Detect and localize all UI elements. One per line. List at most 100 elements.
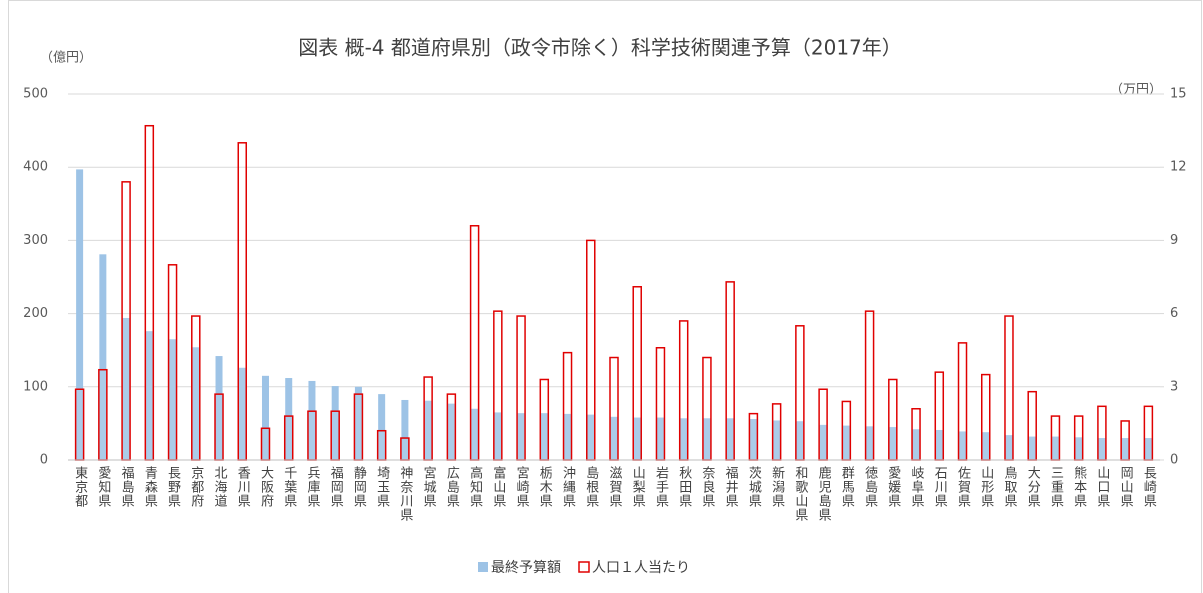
bar xyxy=(982,432,990,460)
bar-outline xyxy=(632,286,642,461)
bar xyxy=(285,378,293,460)
bar-outline xyxy=(98,368,108,461)
x-tick-label: 山形県 xyxy=(978,466,994,508)
bar xyxy=(1121,438,1129,460)
bar xyxy=(122,317,130,460)
x-tick-label: 和歌山県 xyxy=(792,466,808,522)
legend-label: 最終予算額 xyxy=(491,560,561,576)
bar xyxy=(261,375,269,460)
bar-outline xyxy=(191,315,201,461)
bar xyxy=(517,413,525,460)
y2-tick-label: 6 xyxy=(1170,306,1178,321)
x-tick-label: 兵庫県 xyxy=(304,466,320,508)
bar xyxy=(99,254,107,460)
bar-outline xyxy=(1097,405,1107,461)
y-tick-label: 300 xyxy=(23,233,48,248)
y-tick-label: 500 xyxy=(23,87,48,102)
bar xyxy=(1051,436,1059,460)
bar-outline xyxy=(493,310,503,461)
bar xyxy=(76,169,84,460)
bar xyxy=(935,429,943,460)
x-tick-label: 静岡県 xyxy=(351,466,367,508)
bar xyxy=(866,426,874,460)
legend-label: 人口１人当たり xyxy=(592,560,690,576)
bar-outline xyxy=(144,124,155,461)
bar xyxy=(796,421,804,460)
bar xyxy=(354,386,362,460)
bar-outline xyxy=(795,325,805,461)
bar xyxy=(726,418,734,460)
bar xyxy=(378,394,386,460)
bar-outline xyxy=(539,378,550,461)
bar xyxy=(656,417,664,460)
bar xyxy=(1005,435,1013,460)
bar-outline xyxy=(283,415,294,461)
bar xyxy=(842,425,850,460)
bar xyxy=(773,420,781,460)
y2-tick-label: 12 xyxy=(1170,160,1187,175)
x-tick-label: 滋賀県 xyxy=(607,466,623,508)
x-tick-label: 岡山県 xyxy=(1118,466,1134,508)
y2-tick-label: 0 xyxy=(1170,453,1178,468)
x-tick-label: 京都府 xyxy=(188,466,204,508)
x-tick-label: 長野県 xyxy=(165,466,181,508)
bar xyxy=(819,424,827,460)
bar xyxy=(540,413,548,460)
bar-outline xyxy=(980,373,991,461)
bar xyxy=(192,347,200,460)
x-tick-label: 佐賀県 xyxy=(955,466,971,508)
y2-axis-label: （万円） xyxy=(1110,83,1162,98)
x-tick-label: 北海道 xyxy=(212,466,228,508)
bar xyxy=(633,417,641,460)
y2-tick-label: 9 xyxy=(1170,233,1178,248)
chart-frame xyxy=(8,0,1202,593)
bar-outline xyxy=(167,264,178,461)
bar xyxy=(587,414,595,460)
x-tick-label: 三重県 xyxy=(1048,466,1064,508)
x-tick-label: 神奈川県 xyxy=(397,466,413,522)
bar xyxy=(401,399,409,460)
x-tick-label: 大阪府 xyxy=(258,466,274,508)
x-tick-label: 広島県 xyxy=(444,466,460,508)
x-tick-label: 福島県 xyxy=(119,466,135,508)
legend-swatch xyxy=(478,562,488,572)
x-tick-label: 山口県 xyxy=(1094,466,1110,508)
bar-outline xyxy=(702,356,712,461)
x-tick-label: 宮崎県 xyxy=(514,465,530,508)
bar-outline xyxy=(771,403,782,461)
bar-outline xyxy=(1073,415,1084,461)
y-tick-label: 0 xyxy=(40,453,48,468)
bar-outline xyxy=(888,378,898,461)
bar xyxy=(145,331,153,460)
y-tick-label: 400 xyxy=(23,160,48,175)
bar-outline xyxy=(586,239,596,461)
x-tick-label: 香川県 xyxy=(235,466,251,508)
bar-outline xyxy=(423,376,433,461)
y2-tick-label: 15 xyxy=(1170,87,1187,102)
bar xyxy=(447,403,455,460)
bar xyxy=(424,400,432,460)
bar-outline xyxy=(678,320,689,461)
x-tick-label: 島根県 xyxy=(583,466,599,508)
bar xyxy=(1144,438,1152,460)
legend-swatch xyxy=(578,561,590,573)
bar-outline xyxy=(353,393,364,461)
x-tick-label: 千葉県 xyxy=(281,466,297,508)
bar-outline xyxy=(911,408,921,461)
x-tick-label: 宮城県 xyxy=(421,465,437,508)
x-tick-label: 鹿児島県 xyxy=(816,465,832,522)
bar-outline xyxy=(725,281,735,461)
x-tick-label: 長崎県 xyxy=(1141,466,1157,508)
x-tick-label: 福岡県 xyxy=(328,466,344,508)
bar xyxy=(889,427,897,460)
bar-outline xyxy=(957,342,968,461)
y-axis-label: （億円） xyxy=(40,50,92,66)
x-tick-label: 茨城県 xyxy=(746,466,762,508)
bar xyxy=(1075,437,1083,460)
bar-outline xyxy=(237,142,248,461)
bar xyxy=(331,386,339,460)
x-tick-label: 岩手県 xyxy=(653,466,669,508)
bar xyxy=(959,431,967,460)
bar-outline xyxy=(609,356,619,461)
